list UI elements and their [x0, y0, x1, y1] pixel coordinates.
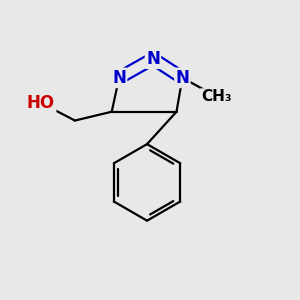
Text: N: N: [176, 69, 189, 87]
Text: N: N: [112, 69, 126, 87]
Text: HO: HO: [27, 94, 55, 112]
Text: N: N: [146, 50, 160, 68]
Text: CH₃: CH₃: [201, 89, 232, 104]
